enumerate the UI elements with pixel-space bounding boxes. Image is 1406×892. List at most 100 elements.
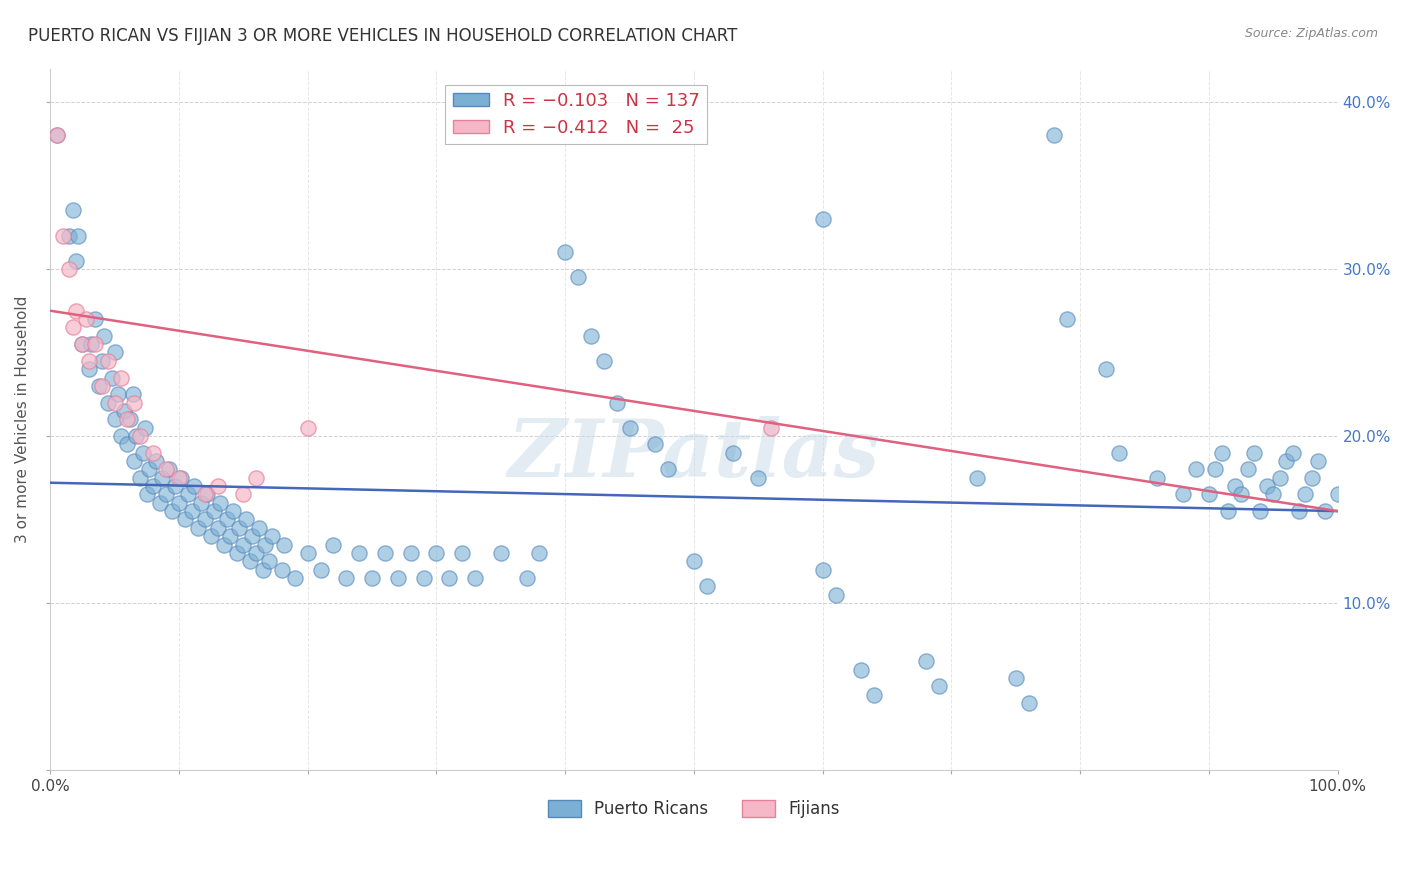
Point	[515, 571, 537, 585]
Point	[122, 395, 145, 409]
Point	[1288, 504, 1310, 518]
Point	[606, 395, 628, 409]
Point	[112, 404, 135, 418]
Point	[297, 420, 319, 434]
Point	[273, 537, 295, 551]
Point	[247, 521, 270, 535]
Point	[219, 529, 242, 543]
Point	[101, 370, 124, 384]
Point	[1223, 479, 1246, 493]
Point	[225, 546, 247, 560]
Point	[65, 303, 87, 318]
Point	[155, 462, 177, 476]
Point	[309, 563, 332, 577]
Point	[1326, 487, 1348, 501]
Point	[135, 487, 157, 501]
Point	[174, 512, 197, 526]
Point	[58, 262, 80, 277]
Point	[451, 546, 474, 560]
Point	[72, 337, 94, 351]
Point	[374, 546, 396, 560]
Point	[245, 546, 267, 560]
Point	[148, 496, 170, 510]
Point	[215, 512, 238, 526]
Point	[84, 312, 107, 326]
Point	[103, 345, 125, 359]
Point	[162, 504, 184, 518]
Text: PUERTO RICAN VS FIJIAN 3 OR MORE VEHICLES IN HOUSEHOLD CORRELATION CHART: PUERTO RICAN VS FIJIAN 3 OR MORE VEHICLE…	[28, 27, 738, 45]
Point	[121, 387, 143, 401]
Point	[117, 437, 139, 451]
Point	[1243, 445, 1265, 459]
Point	[134, 420, 156, 434]
Point	[107, 387, 129, 401]
Point	[235, 512, 257, 526]
Point	[425, 546, 447, 560]
Point	[464, 571, 486, 585]
Point	[125, 429, 148, 443]
Point	[1204, 462, 1226, 476]
Point	[163, 479, 186, 493]
Point	[252, 563, 274, 577]
Point	[72, 337, 94, 351]
Point	[155, 487, 177, 501]
Point	[52, 228, 75, 243]
Point	[928, 680, 950, 694]
Point	[209, 496, 232, 510]
Point	[297, 546, 319, 560]
Point	[200, 529, 222, 543]
Point	[1218, 504, 1240, 518]
Point	[77, 353, 100, 368]
Point	[142, 479, 165, 493]
Point	[387, 571, 409, 585]
Point	[194, 487, 217, 501]
Point	[129, 471, 152, 485]
Text: Source: ZipAtlas.com: Source: ZipAtlas.com	[1244, 27, 1378, 40]
Point	[1211, 445, 1233, 459]
Point	[118, 412, 141, 426]
Point	[232, 537, 254, 551]
Point	[177, 487, 200, 501]
Point	[93, 328, 115, 343]
Point	[361, 571, 384, 585]
Point	[157, 462, 180, 476]
Point	[90, 353, 112, 368]
Point	[696, 579, 718, 593]
Point	[167, 471, 190, 485]
Point	[232, 487, 254, 501]
Point	[195, 487, 218, 501]
Point	[592, 353, 614, 368]
Point	[97, 395, 120, 409]
Point	[1263, 487, 1285, 501]
Point	[87, 379, 110, 393]
Point	[150, 471, 173, 485]
Point	[1256, 479, 1278, 493]
Point	[45, 128, 67, 143]
Point	[117, 412, 139, 426]
Point	[644, 437, 666, 451]
Point	[110, 370, 132, 384]
Point	[103, 395, 125, 409]
Point	[84, 337, 107, 351]
Point	[1171, 487, 1194, 501]
Text: ZIPatlas: ZIPatlas	[508, 416, 880, 493]
Point	[80, 337, 103, 351]
Point	[228, 521, 250, 535]
Point	[966, 471, 988, 485]
Point	[183, 479, 205, 493]
Point	[1018, 696, 1040, 710]
Point	[347, 546, 370, 560]
Point	[1108, 445, 1130, 459]
Point	[97, 353, 120, 368]
Point	[212, 537, 235, 551]
Point	[579, 328, 602, 343]
Point	[58, 228, 80, 243]
Point	[811, 211, 834, 226]
Point	[1198, 487, 1220, 501]
Point	[1185, 462, 1208, 476]
Point	[1095, 362, 1118, 376]
Point	[1308, 454, 1330, 468]
Point	[1043, 128, 1066, 143]
Point	[138, 462, 160, 476]
Point	[167, 496, 190, 510]
